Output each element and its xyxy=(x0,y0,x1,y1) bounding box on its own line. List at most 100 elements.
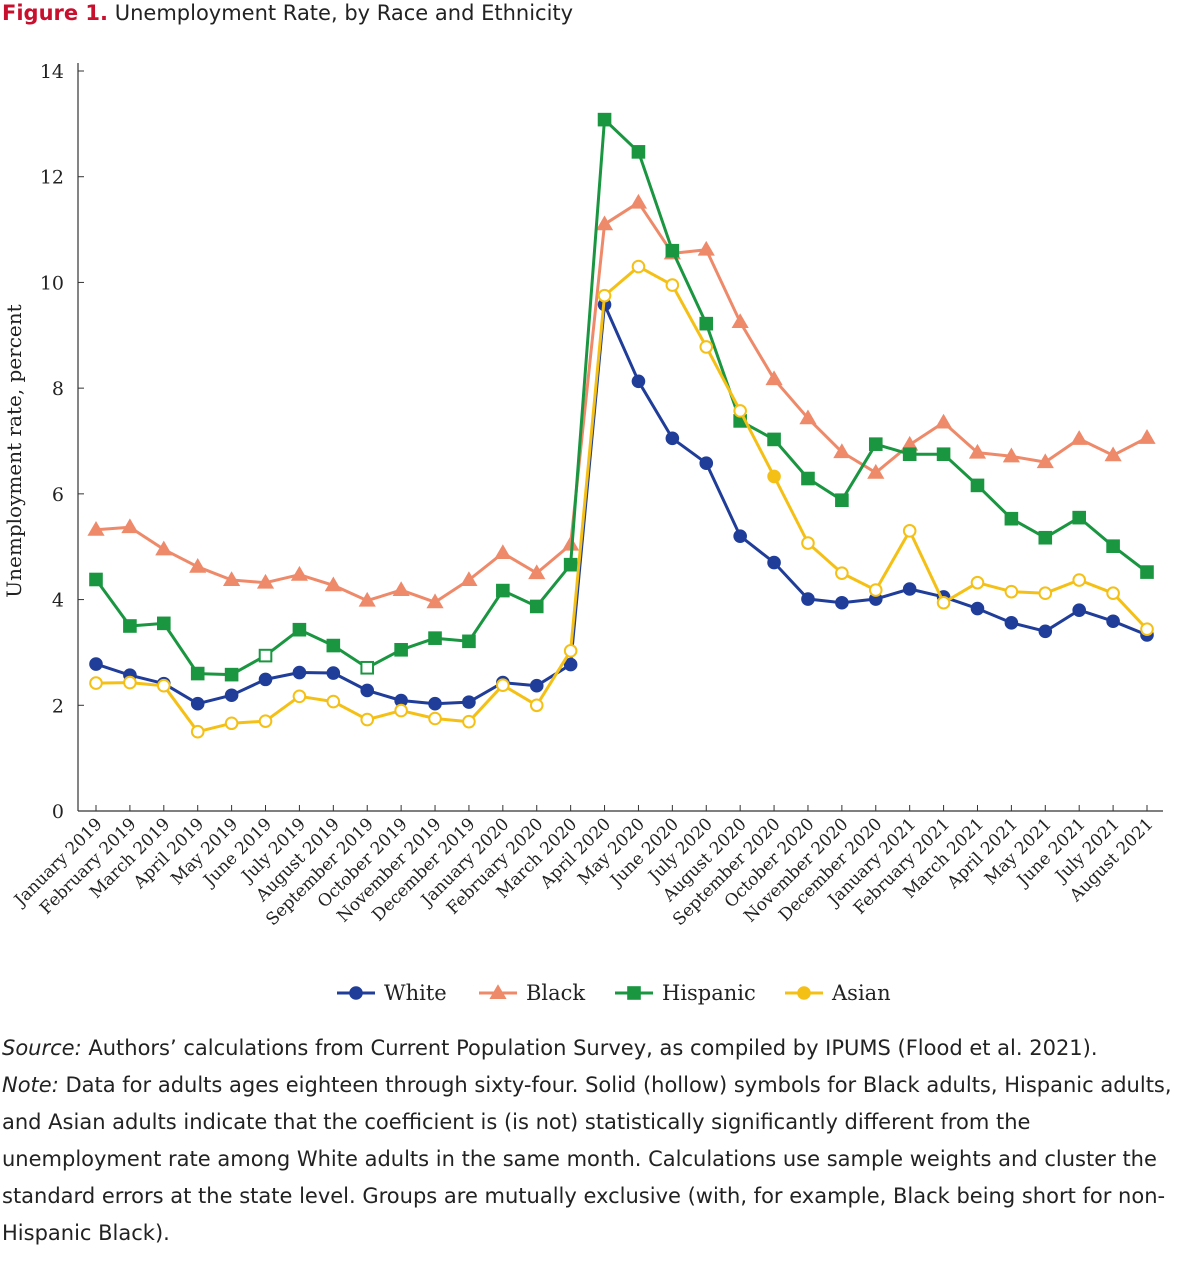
data-point-hispanic xyxy=(258,648,273,663)
legend-marker-hispanic xyxy=(627,986,641,1000)
legend-label-asian: Asian xyxy=(831,981,891,1005)
data-point-black xyxy=(121,518,139,534)
data-point-asian xyxy=(394,703,408,718)
data-point-hispanic xyxy=(631,145,646,159)
data-point-black xyxy=(189,558,207,573)
data-point-white xyxy=(529,678,544,693)
data-point-hispanic xyxy=(699,316,714,331)
data-point-white xyxy=(326,666,341,680)
y-tick-label: 0 xyxy=(52,801,64,823)
data-point-asian xyxy=(801,536,815,550)
data-point-white xyxy=(462,695,476,709)
data-point-asian xyxy=(767,469,781,484)
data-point-white xyxy=(767,555,781,570)
data-point-hispanic xyxy=(224,667,239,682)
data-point-white xyxy=(563,657,578,672)
data-point-asian xyxy=(733,404,747,418)
data-point-black xyxy=(528,564,546,580)
data-point-hispanic xyxy=(563,557,578,572)
data-point-asian xyxy=(258,714,273,728)
y-tick-label: 10 xyxy=(40,272,64,294)
data-point-black xyxy=(1104,446,1122,462)
data-point-black xyxy=(595,215,614,231)
data-point-hispanic xyxy=(89,572,103,587)
data-point-black xyxy=(833,443,851,459)
data-point-asian xyxy=(835,566,849,580)
data-point-white xyxy=(89,657,103,671)
data-point-hispanic xyxy=(835,493,849,507)
data-point-black xyxy=(934,413,953,429)
source-text: Authors’ calculations from Current Popul… xyxy=(81,1036,1098,1060)
data-point-asian xyxy=(902,524,917,538)
data-point-asian xyxy=(292,689,307,704)
y-axis-label: Unemployment rate, percent xyxy=(2,304,26,597)
data-point-hispanic xyxy=(190,666,205,681)
series-line-black xyxy=(95,201,1148,604)
data-point-black xyxy=(290,565,309,581)
data-point-asian xyxy=(631,259,646,274)
data-point-black xyxy=(155,540,173,556)
data-point-hispanic xyxy=(597,112,612,127)
method-note: Note: Data for adults ages eighteen thro… xyxy=(2,1067,1191,1252)
data-point-white xyxy=(1004,616,1019,630)
data-point-hispanic xyxy=(1004,511,1019,526)
data-point-black xyxy=(1070,430,1088,445)
y-tick-label: 6 xyxy=(52,484,64,506)
data-point-white xyxy=(1038,624,1053,639)
data-point-white xyxy=(190,696,205,711)
figure-title-text: Unemployment Rate, by Race and Ethnicity xyxy=(114,1,574,25)
series-asian xyxy=(89,259,1154,739)
data-point-hispanic xyxy=(665,243,680,258)
data-point-asian xyxy=(868,583,883,597)
data-point-asian xyxy=(123,675,137,690)
data-point-white xyxy=(1072,603,1086,617)
data-point-black xyxy=(494,544,512,560)
data-point-hispanic xyxy=(529,599,544,614)
data-point-asian xyxy=(1038,586,1053,601)
data-point-asian xyxy=(1140,622,1154,636)
source-label: Source: xyxy=(2,1036,82,1060)
data-point-hispanic xyxy=(1140,565,1154,579)
data-point-white xyxy=(631,374,646,389)
data-point-black xyxy=(426,593,444,609)
data-point-hispanic xyxy=(157,616,171,631)
series-line-white xyxy=(95,303,1148,706)
y-tick-label: 14 xyxy=(40,61,64,83)
data-point-asian xyxy=(428,711,442,726)
figure-notes: Source: Authors’ calculations from Curre… xyxy=(2,1030,1191,1252)
series-line-hispanic xyxy=(94,118,1148,677)
data-point-asian xyxy=(563,644,578,658)
data-point-hispanic xyxy=(970,478,985,493)
series-black xyxy=(87,193,1156,609)
data-point-asian xyxy=(936,595,951,610)
data-point-white xyxy=(292,665,307,680)
data-point-white xyxy=(1106,614,1120,629)
data-point-white xyxy=(902,582,917,596)
legend-label-hispanic: Hispanic xyxy=(662,981,756,1005)
data-point-asian xyxy=(1106,586,1120,601)
y-tick-label: 2 xyxy=(52,695,64,717)
data-point-hispanic xyxy=(394,642,408,657)
data-point-white xyxy=(733,529,747,543)
figure-label: Figure 1. xyxy=(2,1,109,25)
data-point-asian xyxy=(1004,584,1019,599)
data-point-hispanic xyxy=(462,634,476,649)
data-point-hispanic xyxy=(326,638,341,653)
note-text: Data for adults ages eighteen through si… xyxy=(2,1073,1172,1245)
data-point-black xyxy=(460,571,478,586)
legend-item-black: Black xyxy=(479,981,585,1005)
data-point-black xyxy=(87,521,105,536)
data-point-black xyxy=(1138,429,1156,444)
data-point-asian xyxy=(224,716,239,731)
data-point-hispanic xyxy=(868,437,883,451)
legend-item-white: White xyxy=(337,981,447,1005)
data-point-black xyxy=(324,576,342,592)
data-point-white xyxy=(801,592,815,606)
data-point-asian xyxy=(1072,573,1086,587)
legend-marker-asian xyxy=(797,986,811,1000)
data-point-hispanic xyxy=(936,447,951,462)
data-point-asian xyxy=(529,698,544,713)
source-note: Source: Authors’ calculations from Curre… xyxy=(2,1030,1191,1067)
